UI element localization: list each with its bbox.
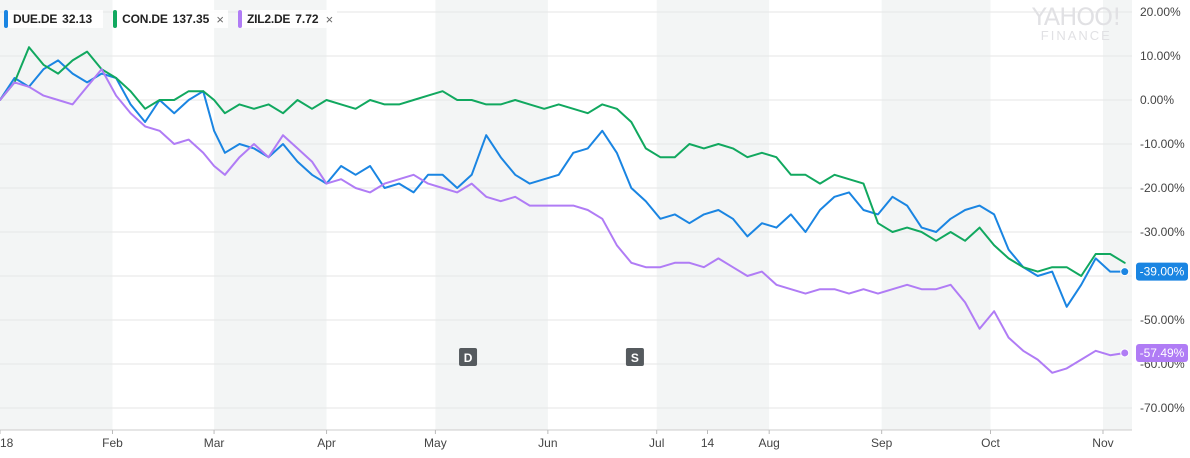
legend-item-con[interactable]: CON.DE 137.35 × bbox=[113, 10, 228, 28]
event-marker-box bbox=[625, 348, 644, 366]
last-value-labels: -39.00% -57.49% bbox=[1120, 262, 1188, 362]
x-tick-label: 14 bbox=[701, 436, 715, 450]
y-tick-label: 20.00% bbox=[1140, 5, 1181, 19]
last-value-text: -57.49% bbox=[1140, 346, 1185, 360]
shaded-month-band bbox=[0, 0, 113, 430]
x-tick-label: Feb bbox=[102, 436, 123, 450]
watermark-line2: FINANCE bbox=[1040, 28, 1112, 43]
last-value-badge bbox=[1136, 262, 1188, 281]
x-tick-label: Mar bbox=[204, 436, 225, 450]
last-value-text: -39.00% bbox=[1140, 265, 1185, 279]
shaded-month-bands bbox=[0, 0, 1132, 430]
x-axis: 18 Feb Mar Apr May Jun Jul 14 Aug Sep Oct Nov bbox=[0, 430, 1114, 450]
last-value-label: -57.49% bbox=[1120, 343, 1188, 362]
y-tick-label: 0.00% bbox=[1140, 93, 1174, 107]
event-marker-d[interactable]: D bbox=[459, 348, 478, 366]
y-axis: 20.00%10.00%0.00%-10.00%-20.00%-30.00%-4… bbox=[1140, 5, 1185, 415]
yahoo-finance-watermark: YAHOO! FINANCE bbox=[1032, 3, 1122, 43]
legend-value: 32.13 bbox=[62, 12, 93, 26]
y-tick-label: -50.00% bbox=[1140, 313, 1185, 327]
legend-value: 137.35 bbox=[172, 12, 210, 26]
series-line-zil2-de[interactable] bbox=[0, 68, 1126, 374]
legend: DUE.DE 32.13 CON.DE 137.35 × ZIL2.DE 7.7… bbox=[4, 10, 338, 28]
series-lines[interactable] bbox=[0, 46, 1126, 374]
y-tick-label: -20.00% bbox=[1140, 181, 1185, 195]
event-marker-box bbox=[459, 348, 478, 366]
legend-value: 7.72 bbox=[295, 12, 319, 26]
shaded-month-band bbox=[881, 0, 991, 430]
last-value-dot bbox=[1120, 267, 1130, 277]
legend-color-swatch bbox=[113, 10, 118, 28]
x-tick-label: Oct bbox=[981, 436, 1000, 450]
legend-symbol: ZIL2.DE bbox=[246, 12, 291, 26]
shaded-month-band bbox=[1102, 0, 1132, 430]
x-tick-label: Apr bbox=[317, 436, 336, 450]
last-value-badge bbox=[1136, 343, 1188, 362]
x-tick-label: 18 bbox=[0, 436, 14, 450]
last-value-dot bbox=[1120, 348, 1130, 358]
x-tick-label: Jul bbox=[649, 436, 664, 450]
x-tick-label: Jun bbox=[538, 436, 557, 450]
event-marker-label: S bbox=[631, 351, 639, 365]
x-tick-label: May bbox=[424, 436, 447, 450]
legend-symbol: DUE.DE bbox=[13, 12, 58, 26]
legend-color-swatch bbox=[4, 10, 8, 28]
y-tick-label: -10.00% bbox=[1140, 137, 1185, 151]
watermark-line1: YAHOO! bbox=[1032, 3, 1122, 31]
close-icon[interactable]: × bbox=[216, 11, 224, 27]
y-tick-label: 10.00% bbox=[1140, 49, 1181, 63]
x-tick-label: Aug bbox=[758, 436, 779, 450]
last-value-label: -39.00% bbox=[1120, 262, 1188, 281]
series-line-con-de[interactable] bbox=[0, 46, 1126, 277]
legend-item-due[interactable]: DUE.DE 32.13 bbox=[4, 10, 104, 28]
legend-color-swatch bbox=[237, 10, 242, 28]
close-icon[interactable]: × bbox=[325, 11, 334, 27]
shaded-month-band bbox=[214, 0, 327, 430]
legend-item-zil2[interactable]: ZIL2.DE 7.72 × bbox=[237, 10, 338, 28]
y-tick-label: -70.00% bbox=[1140, 401, 1185, 415]
event-marker-label: D bbox=[464, 351, 473, 365]
y-tick-label: -30.00% bbox=[1140, 225, 1185, 239]
series-line-due-de[interactable] bbox=[0, 59, 1126, 308]
x-tick-label: Nov bbox=[1092, 436, 1113, 450]
legend-symbol: CON.DE bbox=[122, 12, 168, 26]
event-marker-s[interactable]: S bbox=[625, 348, 644, 366]
shaded-month-band bbox=[435, 0, 548, 430]
x-tick-label: Sep bbox=[871, 436, 893, 450]
